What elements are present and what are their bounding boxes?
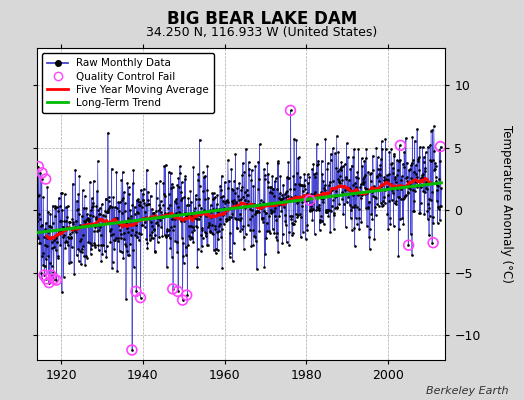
Point <box>182 292 191 298</box>
Point <box>34 163 42 170</box>
Point <box>41 176 50 182</box>
Point <box>173 288 182 294</box>
Point <box>305 197 314 204</box>
Text: Berkeley Earth: Berkeley Earth <box>426 386 508 396</box>
Text: BIG BEAR LAKE DAM: BIG BEAR LAKE DAM <box>167 10 357 28</box>
Point <box>45 280 53 286</box>
Text: 34.250 N, 116.933 W (United States): 34.250 N, 116.933 W (United States) <box>146 26 378 39</box>
Point <box>136 294 145 301</box>
Legend: Raw Monthly Data, Quality Control Fail, Five Year Moving Average, Long-Term Tren: Raw Monthly Data, Quality Control Fail, … <box>42 53 214 113</box>
Point <box>429 240 438 246</box>
Point <box>396 142 405 148</box>
Point <box>40 272 48 278</box>
Point <box>178 297 187 303</box>
Y-axis label: Temperature Anomaly (°C): Temperature Anomaly (°C) <box>500 125 513 283</box>
Point <box>436 143 445 150</box>
Point <box>169 286 177 292</box>
Point <box>50 276 58 282</box>
Point <box>405 242 413 248</box>
Point <box>286 107 294 114</box>
Point <box>47 272 55 278</box>
Point <box>42 276 51 282</box>
Point <box>128 347 136 353</box>
Point <box>52 277 60 283</box>
Point <box>132 288 140 294</box>
Point <box>38 170 46 176</box>
